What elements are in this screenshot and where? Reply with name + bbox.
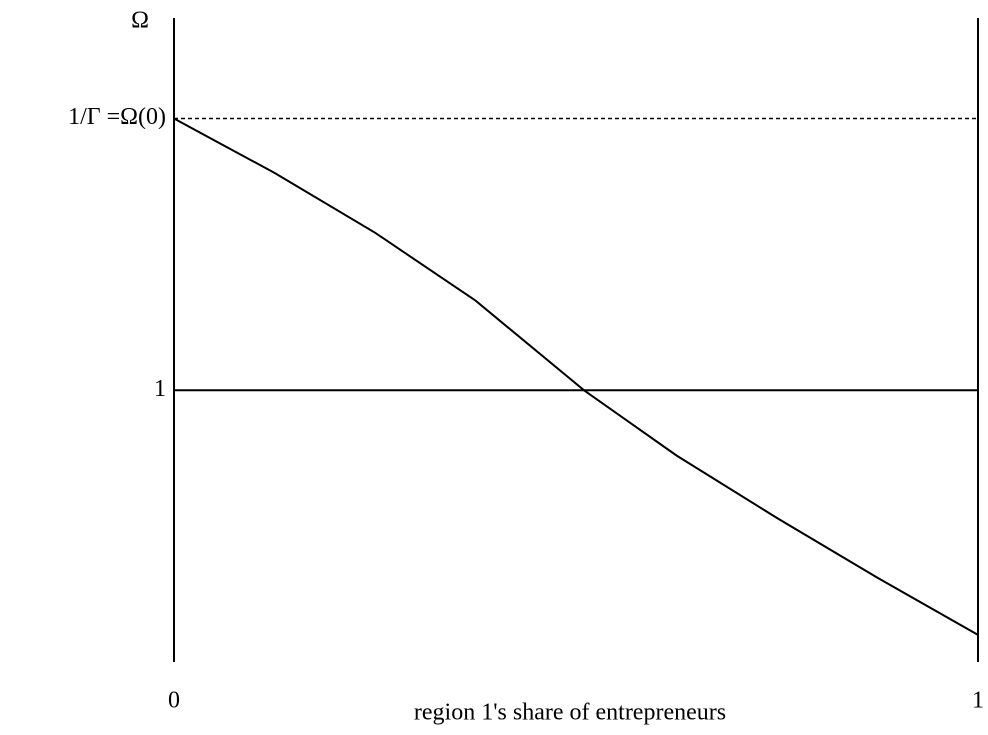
y-tick-label: 1/Γ =Ω(0) <box>68 104 166 130</box>
curve <box>173 117 979 636</box>
y-tick-label: 1 <box>154 376 166 402</box>
x-tick-label: 0 <box>168 688 180 714</box>
x-tick-label: 1 <box>972 688 984 714</box>
x-axis-label: region 1's share of entrepreneurs <box>414 700 726 726</box>
y-axis-label: Ω <box>131 8 149 34</box>
